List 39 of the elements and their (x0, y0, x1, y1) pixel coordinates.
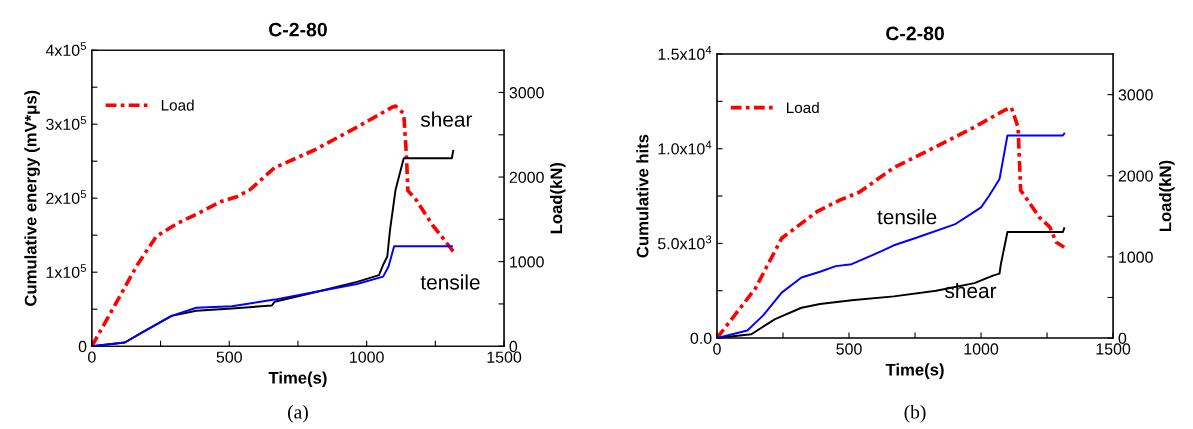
y-tick-label: 5.0x10$^{3}$ (657, 235, 712, 250)
y2-axis-title: Load(kN) (1159, 160, 1175, 232)
y-tick-label: 4x10$^{5}$ (45, 42, 86, 56)
y2-tick-label: 1000 (1119, 251, 1153, 263)
series-label: tensile (420, 274, 480, 290)
x-tick-label: 1000 (964, 343, 999, 355)
y-tick-label: 1.5x10$^{4}$ (658, 46, 712, 60)
y-axis-title: Cumulative energy (mV*μs) (24, 90, 40, 306)
y-tick-label: 0.0 (690, 332, 712, 344)
y2-tick-label: 3000 (509, 87, 544, 99)
y2-tick-label: 2000 (509, 171, 544, 183)
x-tick-label: 1500 (487, 351, 522, 363)
y-tick-label: 3x10$^{5}$ (46, 116, 86, 130)
x-tick-label: 0 (88, 351, 96, 363)
series-label: tensile (877, 209, 937, 225)
y2-tick-label: 2000 (1118, 170, 1153, 182)
x-axis-title: Time(s) (885, 363, 944, 379)
x-tick-label: 500 (216, 351, 242, 363)
y2-tick-label: 3000 (1118, 89, 1153, 101)
x-tick-label: 0 (713, 343, 721, 355)
text: (b) (904, 404, 926, 423)
series-label: shear (945, 282, 997, 299)
legend-label: Load (787, 101, 819, 114)
x-tick-label: 500 (836, 343, 862, 355)
chart-title: C-2-80 (269, 22, 327, 37)
y-tick-label: 1x10$^{5}$ (46, 264, 86, 279)
chart-title: C-2-80 (886, 26, 944, 41)
y2-tick-label: 1000 (510, 256, 544, 268)
x-tick-label: 1500 (1096, 343, 1131, 355)
y-tick-label: 2x10$^{5}$ (46, 190, 86, 204)
text: (a) (288, 404, 308, 423)
y2-tick-label: 0 (1118, 332, 1127, 344)
x-axis-title: Time(s) (268, 371, 327, 388)
x-tick-label: 1000 (350, 351, 384, 363)
y2-axis-title: Load(kN) (549, 162, 566, 234)
legend-label: Load (161, 99, 194, 111)
series-label: shear (420, 111, 473, 127)
y-tick-label: 1.0x10$^{4}$ (658, 140, 712, 155)
y-axis-title: Cumulative hits (636, 134, 649, 258)
